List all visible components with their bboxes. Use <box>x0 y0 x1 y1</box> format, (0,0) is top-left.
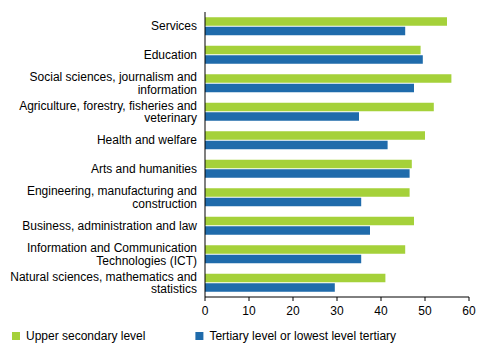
x-tick <box>425 297 426 301</box>
bar <box>205 112 359 121</box>
x-tick <box>293 297 294 301</box>
category-label: Business, administration and law <box>22 219 197 233</box>
bar <box>205 226 370 235</box>
x-tick <box>381 297 382 301</box>
x-tick-label: 50 <box>418 304 432 318</box>
bar <box>205 188 410 197</box>
bar <box>205 74 451 83</box>
legend-label: Upper secondary level <box>26 329 145 343</box>
category-label: Information and CommunicationTechnologie… <box>27 241 197 268</box>
bar <box>205 274 385 283</box>
category-label: Services <box>151 19 197 33</box>
category-label: Engineering, manufacturing andconstructi… <box>27 184 197 211</box>
x-tick <box>337 297 338 301</box>
bar <box>205 55 423 64</box>
y-axis-line <box>205 12 206 297</box>
x-tick-label: 30 <box>330 304 344 318</box>
bar <box>205 103 434 112</box>
x-tick-label: 20 <box>286 304 300 318</box>
bar <box>205 141 388 150</box>
bar <box>205 46 421 55</box>
category-label: Social sciences, journalism andinformati… <box>30 70 197 97</box>
bar <box>205 245 405 254</box>
x-tick <box>249 297 250 301</box>
bar <box>205 198 361 207</box>
category-label: Agriculture, forestry, fisheries andvete… <box>19 99 197 126</box>
bar <box>205 17 447 26</box>
bar <box>205 217 414 226</box>
bar <box>205 84 414 93</box>
legend-swatch <box>12 332 20 340</box>
bar <box>205 131 425 140</box>
chart: Services Education Social sciences, journa… <box>0 0 491 355</box>
x-tick-label: 10 <box>242 304 256 318</box>
x-tick-label: 60 <box>462 304 476 318</box>
category-label: Natural sciences, mathematics andstatist… <box>10 270 197 297</box>
x-tick-label: 0 <box>202 304 209 318</box>
bar <box>205 255 361 264</box>
bar <box>205 27 405 36</box>
x-tick <box>205 297 206 301</box>
bars <box>205 17 451 292</box>
category-label: Arts and humanities <box>91 162 197 176</box>
x-tick-label: 40 <box>374 304 388 318</box>
bar <box>205 169 410 178</box>
bar <box>205 283 335 292</box>
legend-swatch <box>195 332 203 340</box>
category-label: Education <box>144 48 197 62</box>
legend-label: Tertiary level or lowest level tertiary <box>209 329 396 343</box>
bar <box>205 160 412 169</box>
x-tick <box>469 297 470 301</box>
category-label: Health and welfare <box>97 133 197 147</box>
